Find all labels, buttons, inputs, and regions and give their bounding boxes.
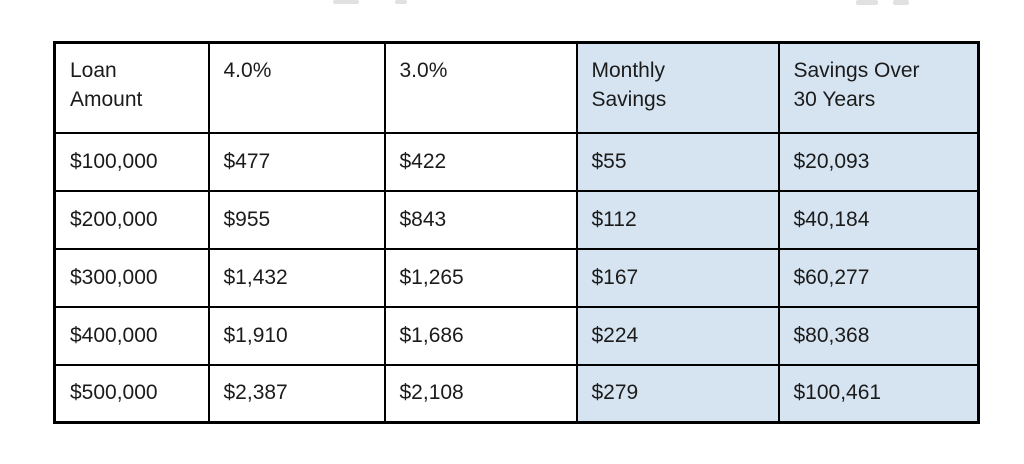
cell-payment-3-percent: $422 (383, 131, 578, 192)
cropped-text-artifact (395, 0, 407, 4)
cell-payment-4-percent: $955 (207, 189, 386, 250)
cell-savings-30-years: $100,461 (777, 363, 980, 424)
cell-payment-3-percent: $2,108 (383, 363, 578, 424)
cell-monthly-savings: $112 (575, 189, 780, 250)
cell-savings-30-years: $40,184 (777, 189, 980, 250)
cell-loan-amount: $300,000 (53, 247, 210, 308)
cropped-text-artifact (893, 0, 909, 5)
cell-savings-30-years: $60,277 (777, 247, 980, 308)
loan-savings-table: Loan Amount 4.0% 3.0% Monthly Savings Sa… (53, 41, 980, 424)
cropped-text-artifact (333, 0, 359, 4)
column-header-loan-amount: Loan Amount (53, 41, 210, 134)
cell-savings-30-years: $20,093 (777, 131, 980, 192)
header-row: Loan Amount 4.0% 3.0% Monthly Savings Sa… (53, 41, 980, 134)
cell-loan-amount: $200,000 (53, 189, 210, 250)
cell-payment-3-percent: $1,265 (383, 247, 578, 308)
cell-payment-4-percent: $1,910 (207, 305, 386, 366)
column-header-monthly-savings: Monthly Savings (575, 41, 780, 134)
column-header-rate-4-percent: 4.0% (207, 41, 386, 134)
table-row: $100,000 $477 $422 $55 $20,093 (53, 131, 980, 192)
table-row: $400,000 $1,910 $1,686 $224 $80,368 (53, 305, 980, 366)
table-row: $500,000 $2,387 $2,108 $279 $100,461 (53, 363, 980, 424)
cell-monthly-savings: $279 (575, 363, 780, 424)
cropped-text-artifact (856, 0, 878, 5)
cell-loan-amount: $100,000 (53, 131, 210, 192)
cell-payment-4-percent: $2,387 (207, 363, 386, 424)
cell-payment-4-percent: $1,432 (207, 247, 386, 308)
table-row: $300,000 $1,432 $1,265 $167 $60,277 (53, 247, 980, 308)
table-row: $200,000 $955 $843 $112 $40,184 (53, 189, 980, 250)
cell-monthly-savings: $55 (575, 131, 780, 192)
cell-payment-3-percent: $1,686 (383, 305, 578, 366)
cell-payment-3-percent: $843 (383, 189, 578, 250)
cell-monthly-savings: $224 (575, 305, 780, 366)
cell-loan-amount: $500,000 (53, 363, 210, 424)
column-header-rate-3-percent: 3.0% (383, 41, 578, 134)
cell-payment-4-percent: $477 (207, 131, 386, 192)
column-header-savings-over-30-years: Savings Over 30 Years (777, 41, 980, 134)
cell-monthly-savings: $167 (575, 247, 780, 308)
cell-savings-30-years: $80,368 (777, 305, 980, 366)
cell-loan-amount: $400,000 (53, 305, 210, 366)
